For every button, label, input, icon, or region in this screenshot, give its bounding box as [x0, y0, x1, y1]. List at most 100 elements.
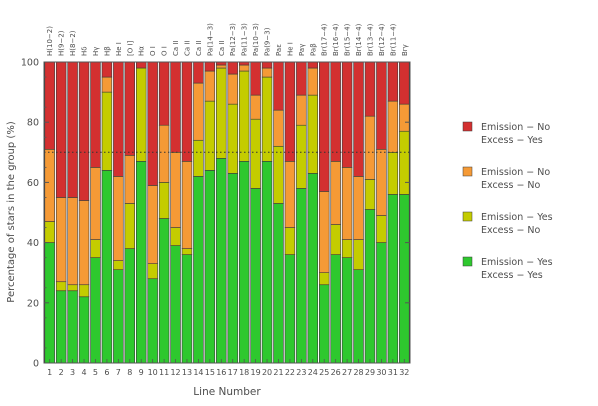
bar-segment-line-12-series-2 [170, 227, 181, 246]
bar-segment-line-2-series-4 [55, 61, 67, 198]
line-label: Paβ [309, 43, 317, 56]
x-axis-label: Line Number [193, 386, 261, 398]
x-tick-label: 21 [273, 368, 283, 377]
bar-segment-line-29-series-4 [364, 61, 376, 117]
bar-segment-line-20-series-1 [261, 161, 273, 364]
bar-segment-line-23-series-1 [296, 188, 307, 364]
bar-segment-line-11-series-2 [158, 182, 170, 219]
bar-segment-line-16-series-3 [216, 64, 227, 69]
bar-segment-line-29-series-2 [364, 179, 376, 210]
bar-segment-line-30-series-1 [376, 242, 387, 364]
legend-label: Emission − No Excess − Yes [481, 122, 550, 146]
bar-segment-line-3-series-1 [67, 290, 78, 364]
bar-segment-line-6-series-4 [101, 61, 113, 78]
line-label: Hα [138, 46, 146, 56]
bar-segment-line-12-series-3 [170, 152, 181, 228]
bar-segment-line-21-series-1 [273, 203, 284, 364]
line-label: Br(13−4) [367, 23, 375, 56]
bar-segment-line-8-series-3 [124, 155, 136, 204]
x-tick-label: 12 [170, 368, 180, 377]
bar-segment-line-17-series-4 [227, 61, 238, 75]
bar-segment-line-4-series-3 [78, 200, 90, 286]
bar-segment-line-25-series-2 [318, 272, 330, 286]
line-label: He I [286, 42, 294, 56]
bar-segment-line-29-series-1 [364, 209, 376, 364]
bar-segment-line-6-series-2 [101, 91, 113, 171]
bar-segment-line-25-series-3 [318, 191, 330, 273]
bar-segment-line-31-series-2 [387, 152, 399, 195]
line-label: Pa(12−3) [229, 23, 237, 56]
line-label: Hβ [103, 46, 111, 56]
bar-segment-line-31-series-1 [387, 194, 399, 364]
x-tick-label: 15 [205, 368, 215, 377]
bar-segment-line-24-series-3 [307, 67, 318, 96]
bar-segment-line-32-series-4 [399, 61, 410, 105]
bar-segment-line-25-series-1 [318, 284, 330, 364]
line-label: Br(17−4) [321, 23, 329, 56]
bar-segment-line-21-series-3 [273, 109, 284, 147]
bar-segment-line-9-series-2 [136, 67, 147, 162]
line-label: Ca II [218, 40, 226, 56]
x-tick-label: 13 [182, 368, 192, 377]
bar-segment-line-9-series-4 [136, 61, 147, 69]
line-label: Ca II [184, 40, 192, 56]
bar-segment-line-15-series-4 [204, 61, 216, 72]
bar-segment-line-30-series-4 [376, 61, 387, 150]
x-tick-label: 30 [376, 368, 386, 377]
legend-swatch [462, 211, 473, 222]
bar-segment-line-22-series-4 [284, 61, 296, 162]
x-tick-label: 14 [193, 368, 203, 377]
bar-segment-line-23-series-4 [296, 61, 307, 96]
bar-segment-line-22-series-1 [284, 254, 296, 364]
bar-segment-line-20-series-2 [261, 76, 273, 162]
line-label: Ca II [172, 40, 180, 56]
x-tick-label: 23 [296, 368, 306, 377]
x-tick-label: 5 [93, 368, 98, 377]
bar-segment-line-18-series-2 [238, 70, 250, 162]
x-tick-label: 16 [216, 368, 226, 377]
bar-segment-line-16-series-2 [216, 67, 227, 159]
bar-segment-line-10-series-4 [147, 61, 158, 186]
line-label: Br(12−4) [378, 23, 386, 56]
bar-segment-line-8-series-2 [124, 203, 136, 249]
bar-segment-line-19-series-1 [250, 188, 261, 364]
bar-segment-line-7-series-3 [113, 176, 124, 261]
bar-segment-line-26-series-2 [330, 224, 341, 255]
bar-segment-line-8-series-4 [124, 61, 136, 156]
legend-swatch [462, 166, 473, 177]
bars-layer [44, 61, 410, 364]
bar-segment-line-2-series-2 [55, 281, 67, 292]
x-tick-label: 19 [251, 368, 261, 377]
bar-segment-line-32-series-1 [399, 194, 410, 364]
x-tick-label: 2 [59, 368, 64, 377]
bar-segment-line-13-series-1 [181, 254, 193, 364]
line-label: Hδ [81, 46, 89, 56]
bar-segment-line-32-series-2 [399, 130, 410, 195]
bar-segment-line-26-series-4 [330, 61, 341, 162]
bar-segment-line-5-series-3 [90, 167, 101, 240]
line-label: Br(11−4) [389, 23, 397, 56]
bar-segment-line-27-series-4 [341, 61, 353, 168]
bar-segment-line-22-series-2 [284, 227, 296, 255]
bar-segment-line-10-series-1 [147, 278, 158, 364]
y-tick-label: 40 [27, 238, 39, 249]
legend-label: Emission − Yes Excess − No [481, 212, 553, 236]
line-label: Pa(10−3) [252, 23, 260, 56]
bar-segment-line-17-series-2 [227, 103, 238, 174]
line-label: Pa(14−3) [206, 23, 214, 56]
bar-segment-line-1-series-3 [44, 148, 55, 222]
bar-segment-line-21-series-2 [273, 145, 284, 204]
x-tick-label: 10 [148, 368, 158, 377]
line-label: Hγ [92, 47, 100, 56]
line-label: H(10−2) [46, 26, 54, 56]
line-label: Brγ [401, 44, 409, 56]
bar-segment-line-30-series-2 [376, 215, 387, 243]
bar-segment-line-13-series-2 [181, 248, 193, 255]
x-tick-label: 3 [70, 368, 75, 377]
legend: Emission − No Excess − Yes Emission − No Ex… [462, 121, 553, 281]
bar-segment-line-27-series-1 [341, 257, 353, 364]
bar-segment-line-13-series-4 [181, 61, 193, 162]
bar-segment-line-7-series-2 [113, 260, 124, 270]
line-label: H(8−2) [69, 30, 77, 56]
